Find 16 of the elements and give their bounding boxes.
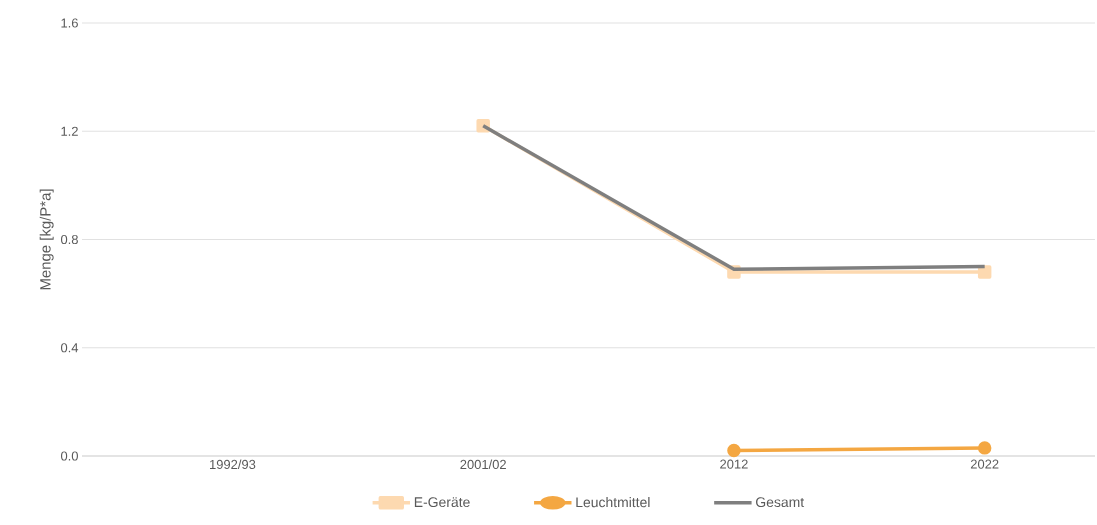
y-tick-label: 1.2 xyxy=(61,126,78,136)
y-axis-title: Menge [kg/P*a] xyxy=(39,189,54,290)
y-tick-label: 1.6 xyxy=(61,18,78,28)
x-tick-label: 2012 xyxy=(720,459,748,469)
point xyxy=(977,441,992,455)
y-tick-label: 0.4 xyxy=(60,343,79,353)
x-tick-label: 2022 xyxy=(970,459,999,469)
legend-label: Gesamt xyxy=(756,497,805,508)
y-tick-label: 0.8 xyxy=(60,234,78,245)
point xyxy=(977,265,992,279)
legend-label: E-Geräte xyxy=(414,497,470,508)
y-tick-label: 0.0 xyxy=(60,451,78,461)
point xyxy=(727,443,741,458)
legend-label: Leuchtmittel xyxy=(576,496,650,508)
x-tick-label: 1992/93 xyxy=(210,459,256,470)
x-tick-label: 2001/02 xyxy=(460,459,506,470)
